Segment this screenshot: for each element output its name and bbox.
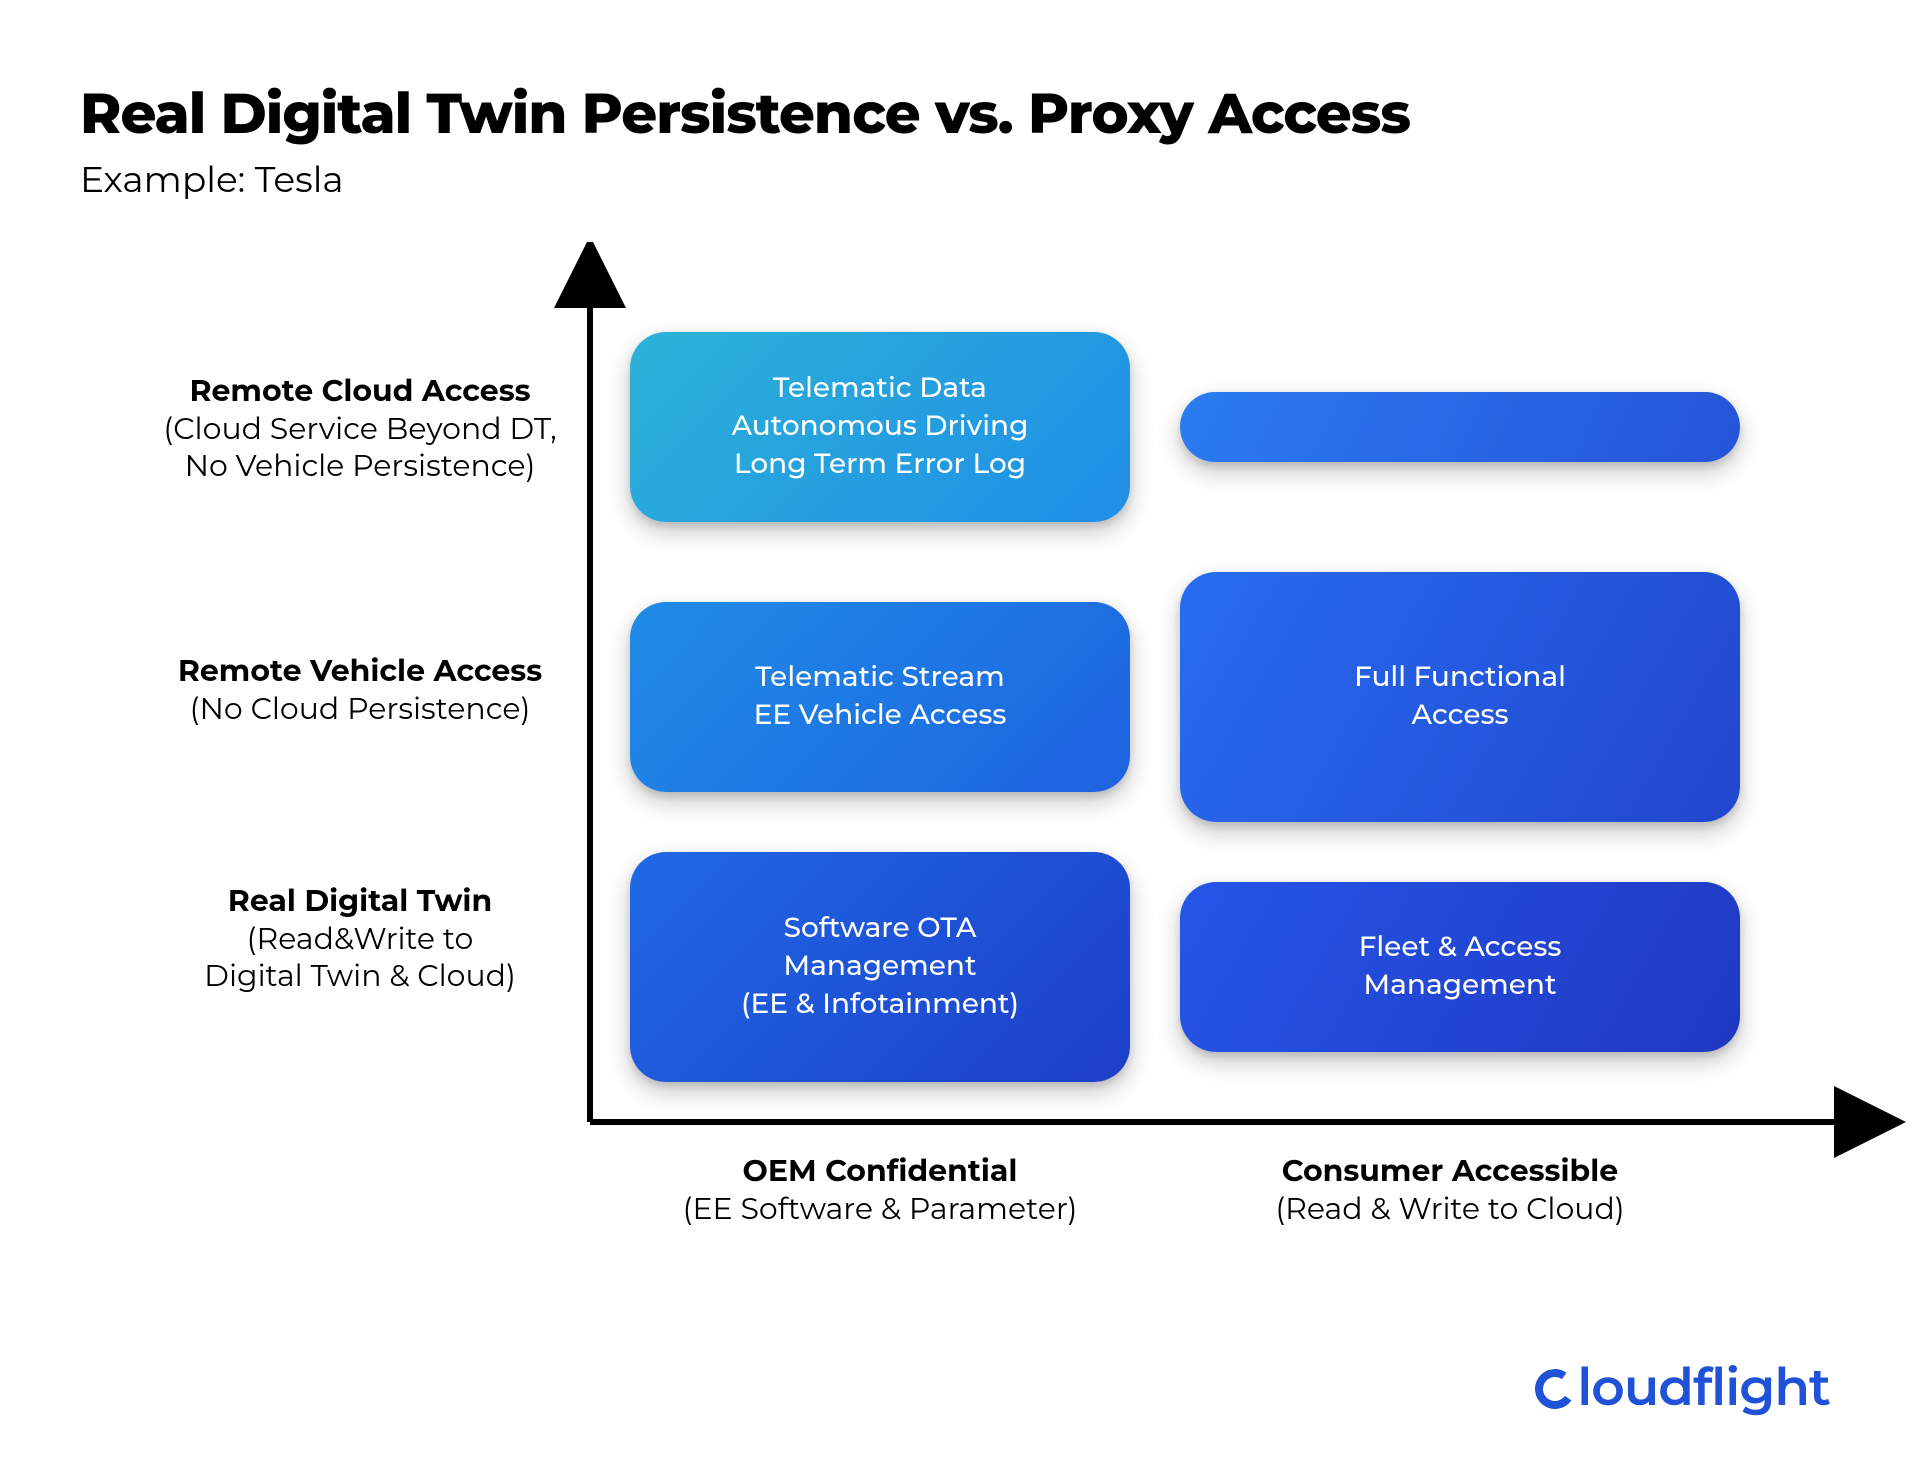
- page-subtitle: Example: Tesla: [80, 158, 1840, 202]
- chart-box-line: Fleet & Access: [1359, 929, 1562, 967]
- chart-box: Fleet & AccessManagement: [1180, 882, 1740, 1052]
- chart-box-line: Management: [1359, 967, 1562, 1005]
- chart-box-line: Telematic Data: [732, 370, 1029, 408]
- chart-box-line: Full Functional: [1354, 659, 1566, 697]
- y-axis-label-sub: (No Cloud Persistence): [160, 690, 560, 728]
- brand-text: loudflight: [1577, 1356, 1830, 1419]
- chart-box-line: Management: [741, 948, 1019, 986]
- chart-box: Software OTAManagement(EE & Infotainment…: [630, 852, 1130, 1082]
- chart-box-content: Telematic StreamEE Vehicle Access: [754, 659, 1007, 735]
- y-axis-label-sub: (Read&Write toDigital Twin & Cloud): [160, 920, 560, 995]
- chart-box-content: Full FunctionalAccess: [1354, 659, 1566, 735]
- chart-box-content: Software OTAManagement(EE & Infotainment…: [741, 910, 1019, 1023]
- chart-box: Telematic StreamEE Vehicle Access: [630, 602, 1130, 792]
- y-axis-label-sub: (Cloud Service Beyond DT,No Vehicle Pers…: [160, 410, 560, 485]
- brand-logo: loudflight: [1535, 1356, 1830, 1419]
- chart-box-line: Software OTA: [741, 910, 1019, 948]
- chart-box-content: Fleet & AccessManagement: [1359, 929, 1562, 1005]
- chart-box-line: Telematic Stream: [754, 659, 1007, 697]
- page-title: Real Digital Twin Persistence vs. Proxy …: [80, 80, 1840, 148]
- chart-box-line: (EE & Infotainment): [741, 986, 1019, 1024]
- x-axis-label-title: OEM Confidential: [640, 1152, 1120, 1190]
- y-axis-label-title: Remote Cloud Access: [160, 372, 560, 410]
- quadrant-chart: Remote Cloud Access(Cloud Service Beyond…: [160, 242, 1920, 1292]
- y-axis-label: Remote Cloud Access(Cloud Service Beyond…: [160, 372, 560, 485]
- chart-box-line: Access: [1354, 697, 1566, 735]
- x-axis-label: Consumer Accessible(Read & Write to Clou…: [1210, 1152, 1690, 1227]
- page: Real Digital Twin Persistence vs. Proxy …: [0, 0, 1920, 1479]
- x-axis-label-sub: (EE Software & Parameter): [640, 1190, 1120, 1228]
- logo-c-icon: [1535, 1356, 1575, 1419]
- x-axis-label: OEM Confidential(EE Software & Parameter…: [640, 1152, 1120, 1227]
- x-axis-label-sub: (Read & Write to Cloud): [1210, 1190, 1690, 1228]
- y-axis-label-title: Real Digital Twin: [160, 882, 560, 920]
- chart-box-line: Long Term Error Log: [732, 446, 1029, 484]
- chart-box: [1180, 392, 1740, 462]
- y-axis-label-title: Remote Vehicle Access: [160, 652, 560, 690]
- y-axis-label: Remote Vehicle Access(No Cloud Persisten…: [160, 652, 560, 727]
- chart-box-line: EE Vehicle Access: [754, 697, 1007, 735]
- y-axis-label: Real Digital Twin(Read&Write toDigital T…: [160, 882, 560, 995]
- chart-box: Telematic DataAutonomous DrivingLong Ter…: [630, 332, 1130, 522]
- chart-box-content: Telematic DataAutonomous DrivingLong Ter…: [732, 370, 1029, 483]
- chart-box: Full FunctionalAccess: [1180, 572, 1740, 822]
- chart-box-line: Autonomous Driving: [732, 408, 1029, 446]
- x-axis-label-title: Consumer Accessible: [1210, 1152, 1690, 1190]
